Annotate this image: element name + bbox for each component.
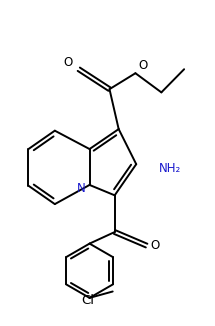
Text: O: O [139, 59, 148, 72]
Text: NH₂: NH₂ [159, 162, 181, 175]
Text: N: N [76, 182, 85, 195]
Text: O: O [151, 239, 160, 252]
Text: O: O [64, 56, 73, 69]
Text: Cl: Cl [82, 294, 95, 307]
